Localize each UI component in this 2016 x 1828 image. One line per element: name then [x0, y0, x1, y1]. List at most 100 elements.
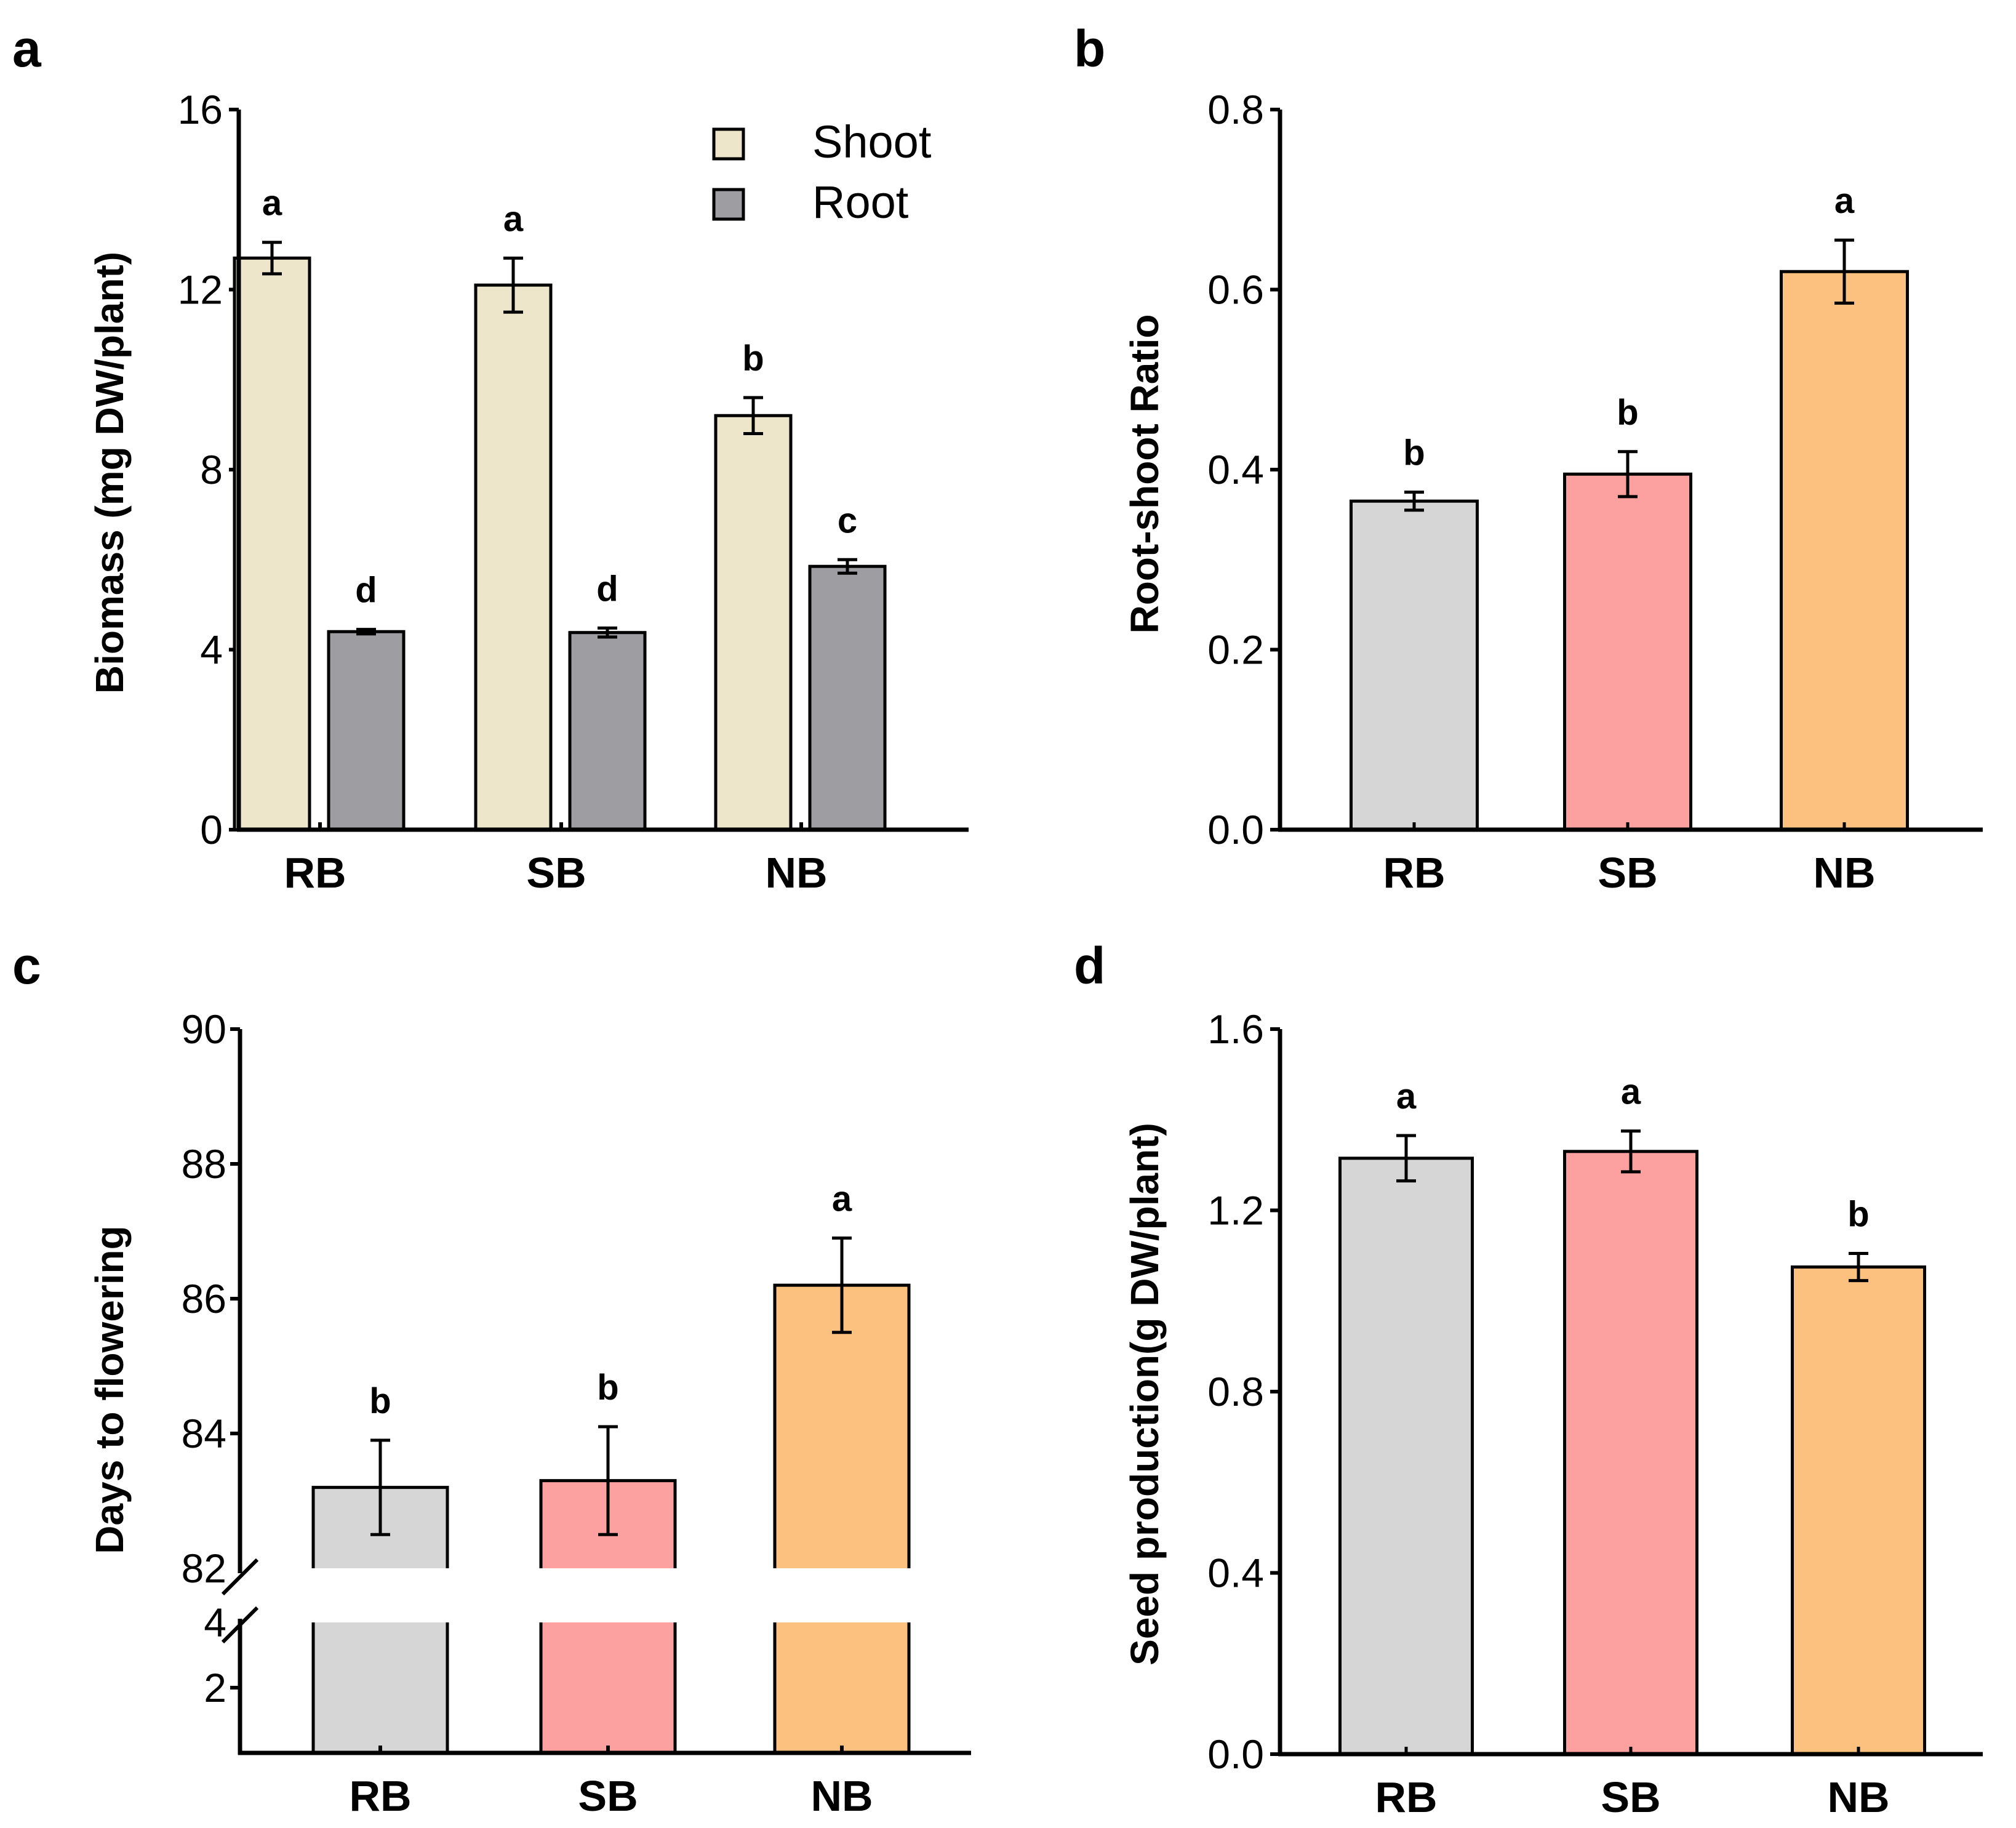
significance-letter-sb-shoot: a — [503, 199, 524, 239]
x-category-label-nb: NB — [1827, 1773, 1889, 1821]
x-category-label-rb: RB — [349, 1772, 411, 1820]
panel-letter-a: a — [12, 20, 42, 78]
axis-break-mark-upper — [221, 1558, 259, 1596]
significance-letter-sb-root: d — [596, 569, 618, 609]
bar-nb — [1791, 1265, 1926, 1756]
significance-letter-nb: a — [1834, 181, 1855, 221]
bar-sb — [1563, 1150, 1698, 1756]
bar-sb-shoot — [474, 283, 553, 832]
panel-letter-b: b — [1074, 20, 1105, 78]
bar-lower-fill — [541, 1622, 675, 1753]
x-category-label-rb: RB — [1375, 1773, 1437, 1821]
x-category-label-nb: NB — [1813, 849, 1875, 897]
bar-rb — [1350, 499, 1479, 832]
error-bar-sb — [598, 1425, 618, 1536]
significance-letter-sb: b — [597, 1368, 618, 1408]
y-tick-label: 84 — [182, 1411, 226, 1456]
y-tick-label: 0.6 — [1207, 267, 1264, 313]
legend-label-shoot: Shoot — [812, 116, 932, 167]
error-bar-rb-shoot — [262, 241, 282, 276]
error-bar-sb — [1618, 450, 1638, 499]
x-category-label-sb: SB — [578, 1772, 638, 1820]
x-category-label-nb: NB — [810, 1772, 873, 1820]
panel-c-days-to-flowering-chart: 82 84 86 88 90 2 4 b RB b SB a NB Days to flowering — [87, 1006, 971, 1820]
significance-letter-sb: b — [1617, 393, 1638, 433]
y-tick-label: 1.2 — [1207, 1188, 1264, 1233]
bar-nb — [1780, 270, 1909, 832]
bar-sb — [1563, 472, 1692, 832]
bar-sb-root — [568, 631, 647, 832]
legend-label-root: Root — [812, 177, 909, 228]
y-tick-label: 1.6 — [1207, 1006, 1264, 1052]
y-tick-label: 90 — [182, 1006, 226, 1052]
panel-d-seed-production-chart: 0.0 0.4 0.8 1.2 1.6 a RB a SB b NB Seed production(… — [1122, 1006, 1983, 1821]
y-tick-label: 0.4 — [1207, 447, 1264, 492]
y-axis-title: Root-shoot Ratio — [1122, 315, 1167, 634]
legend: Shoot Root — [712, 116, 932, 228]
bar-lower-fill — [313, 1622, 447, 1753]
y-tick-label: 0.8 — [1207, 1369, 1264, 1414]
significance-letter-rb-shoot: a — [262, 183, 282, 223]
axis-break-mark-lower — [221, 1606, 259, 1644]
y-tick-label: 4 — [204, 1600, 226, 1645]
x-category-label-rb: RB — [284, 849, 346, 897]
panel-letter-d: d — [1074, 937, 1105, 995]
significance-letter-sb: a — [1621, 1072, 1641, 1112]
x-category-label-sb: SB — [526, 849, 586, 897]
y-tick-label: 88 — [182, 1141, 226, 1187]
y-tick-label: 0.2 — [1207, 627, 1264, 673]
y-tick-label: 0.8 — [1207, 87, 1264, 132]
significance-letter-nb: a — [832, 1179, 852, 1219]
x-category-label-sb: SB — [1598, 849, 1657, 897]
error-bar-sb-root — [598, 626, 617, 639]
y-axis-title: Seed production(g DW/plant) — [1122, 1123, 1167, 1666]
legend-swatch-root — [712, 188, 745, 221]
y-tick-label: 0 — [200, 807, 223, 852]
significance-letter-rb-root: d — [355, 571, 377, 611]
y-tick-label: 82 — [182, 1545, 226, 1591]
bar-nb — [773, 1283, 911, 1753]
error-bar-nb-shoot — [743, 396, 763, 435]
y-tick-label: 12 — [178, 267, 223, 313]
error-bar-nb — [1849, 1251, 1868, 1283]
x-category-label-rb: RB — [1383, 849, 1445, 897]
bar-lower-outline — [539, 1622, 677, 1753]
error-bar-rb — [1404, 491, 1424, 512]
panel-a-biomass-chart: 0 4 8 12 16 a d RB a d SB b c NB Biomass (mg DW/plant)… — [87, 87, 969, 897]
bar-rb-shoot — [233, 256, 311, 832]
error-bar-rb-root — [356, 628, 376, 636]
y-axis-title: Days to flowering — [87, 1225, 132, 1553]
y-tick-label: 86 — [182, 1276, 226, 1321]
significance-letter-rb: b — [369, 1381, 391, 1421]
y-tick-label: 8 — [200, 447, 223, 492]
significance-letter-nb: b — [1847, 1194, 1869, 1234]
x-category-label-sb: SB — [1601, 1773, 1660, 1821]
error-bar-rb — [1396, 1134, 1416, 1183]
significance-letter-rb: b — [1403, 433, 1425, 473]
error-bar-nb — [832, 1236, 852, 1334]
x-category-label-nb: NB — [765, 849, 827, 897]
error-bar-nb — [1834, 238, 1854, 305]
y-tick-label: 2 — [204, 1665, 226, 1710]
panel-letter-c: c — [12, 937, 41, 995]
y-axis-title: Biomass (mg DW/plant) — [87, 252, 132, 694]
bar-lower-fill — [775, 1622, 909, 1753]
y-tick-label: 0.4 — [1207, 1550, 1264, 1596]
bar-lower-outline — [311, 1622, 449, 1753]
y-tick-label: 0.0 — [1207, 807, 1264, 852]
bar-nb-shoot — [714, 414, 793, 832]
error-bar-nb-root — [838, 558, 857, 575]
error-bar-rb — [370, 1438, 390, 1536]
legend-swatch-shoot — [712, 127, 745, 161]
error-bar-sb — [1621, 1129, 1641, 1174]
panel-b-root-shoot-chart: 0.0 0.2 0.4 0.6 0.8 b RB b SB a NB Root-shoot Ratio — [1122, 87, 1983, 897]
y-tick-label: 16 — [178, 87, 223, 132]
bar-nb-root — [808, 564, 887, 832]
bar-lower-outline — [773, 1622, 911, 1753]
error-bar-sb-shoot — [503, 256, 523, 314]
significance-letter-rb: a — [1396, 1076, 1417, 1116]
significance-letter-nb-shoot: b — [742, 339, 764, 379]
bar-rb-root — [327, 630, 406, 832]
bar-rb — [1338, 1157, 1474, 1756]
